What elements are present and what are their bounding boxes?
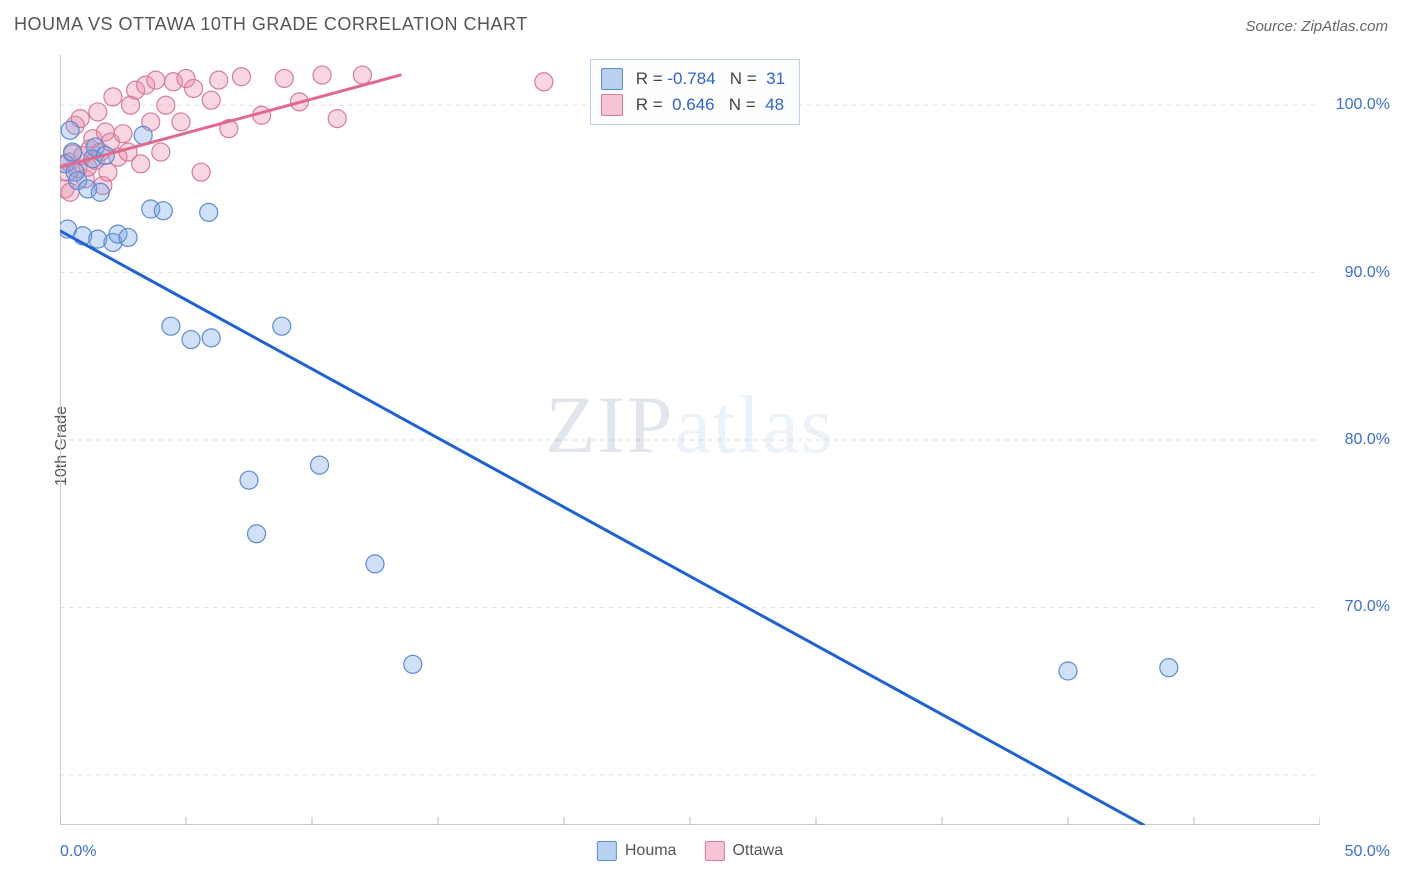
x-tick-label: 50.0% bbox=[1345, 843, 1390, 861]
series-swatch bbox=[601, 94, 623, 116]
series-swatch bbox=[601, 68, 623, 90]
legend-label: Houma bbox=[625, 842, 677, 860]
legend-item: Houma bbox=[597, 841, 677, 861]
plot-area: ZIPatlas R = -0.784 N = 31 R = 0.646 N =… bbox=[60, 55, 1320, 825]
x-tick-label: 0.0% bbox=[60, 843, 96, 861]
legend: Houma Ottawa bbox=[597, 841, 783, 861]
scatter-svg bbox=[60, 55, 1320, 825]
chart-title: HOUMA VS OTTAWA 10TH GRADE CORRELATION C… bbox=[14, 14, 528, 35]
source-attribution: Source: ZipAtlas.com bbox=[1245, 18, 1388, 35]
stats-box: R = -0.784 N = 31 R = 0.646 N = 48 bbox=[590, 59, 800, 125]
legend-swatch bbox=[704, 841, 724, 861]
y-tick-label: 80.0% bbox=[1330, 431, 1390, 449]
legend-swatch bbox=[597, 841, 617, 861]
legend-item: Ottawa bbox=[704, 841, 783, 861]
legend-label: Ottawa bbox=[732, 842, 783, 860]
stats-row: R = 0.646 N = 48 bbox=[601, 92, 785, 118]
y-tick-label: 90.0% bbox=[1330, 264, 1390, 282]
y-tick-label: 70.0% bbox=[1330, 598, 1390, 616]
stats-row: R = -0.784 N = 31 bbox=[601, 66, 785, 92]
y-tick-label: 100.0% bbox=[1330, 96, 1390, 114]
stats-text: R = -0.784 N = 31 bbox=[631, 66, 785, 92]
stats-text: R = 0.646 N = 48 bbox=[631, 92, 784, 118]
